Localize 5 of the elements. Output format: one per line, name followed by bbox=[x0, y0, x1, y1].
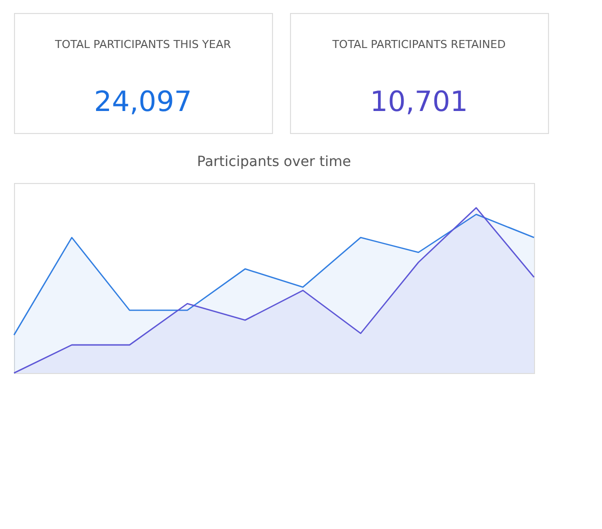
text: TOTAL PARTICIPANTS RETAINED bbox=[331, 38, 506, 51]
text: TOTAL PARTICIPANTS THIS YEAR bbox=[54, 38, 232, 51]
text: 10,701 bbox=[370, 85, 468, 118]
text: 24,097 bbox=[94, 85, 192, 118]
chart-title: Participants over time bbox=[197, 154, 351, 170]
